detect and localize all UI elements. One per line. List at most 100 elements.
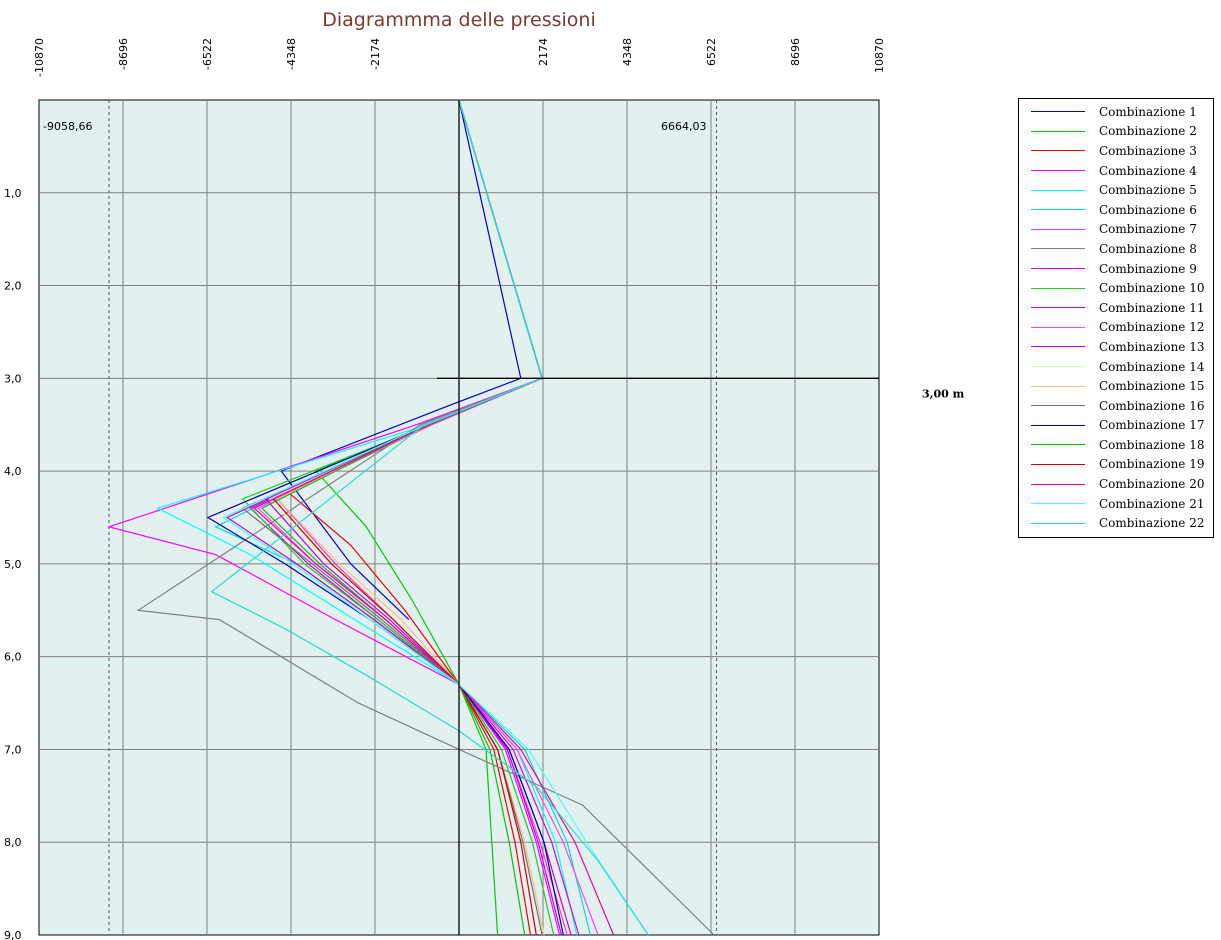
y-tick-label: 7,0 <box>4 743 22 756</box>
legend-swatch <box>1031 366 1085 368</box>
legend-label: Combinazione 20 <box>1099 477 1205 492</box>
x-tick-label: 10870 <box>873 38 886 73</box>
x-tick-label: -8696 <box>117 38 130 70</box>
legend-swatch <box>1031 307 1085 309</box>
y-tick-label: 8,0 <box>4 836 22 849</box>
legend-label: Combinazione 3 <box>1099 143 1197 158</box>
max-value-label: 6664,03 <box>661 120 707 133</box>
legend-label: Combinazione 22 <box>1099 516 1205 531</box>
legend-swatch <box>1031 424 1085 426</box>
series-line-22 <box>210 99 649 936</box>
legend-swatch <box>1031 503 1085 505</box>
legend-swatch <box>1031 268 1085 270</box>
legend-label: Combinazione 7 <box>1099 222 1197 237</box>
legend-swatch <box>1031 346 1085 348</box>
legend-item: Combinazione 7 <box>1019 220 1213 240</box>
legend-label: Combinazione 8 <box>1099 241 1197 256</box>
x-tick-label: 4348 <box>621 38 634 66</box>
legend-swatch <box>1031 248 1085 250</box>
legend-item: Combinazione 21 <box>1019 494 1213 514</box>
legend-label: Combinazione 4 <box>1099 163 1197 178</box>
level-label: 3,00 m <box>922 387 965 400</box>
legend-item: Combinazione 20 <box>1019 474 1213 494</box>
x-tick-label: -2174 <box>369 38 382 70</box>
legend-swatch <box>1031 326 1085 328</box>
y-tick-label: 4,0 <box>4 465 22 478</box>
series-line-1 <box>280 99 522 621</box>
legend-label: Combinazione 17 <box>1099 418 1205 433</box>
legend-swatch <box>1031 150 1085 152</box>
legend-swatch <box>1031 189 1085 191</box>
y-tick-label: 2,0 <box>4 280 22 293</box>
legend-swatch <box>1031 170 1085 172</box>
legend-swatch <box>1031 287 1085 289</box>
legend-label: Combinazione 6 <box>1099 202 1197 217</box>
legend-item: Combinazione 17 <box>1019 416 1213 436</box>
series-line-4 <box>106 99 561 936</box>
legend-item: Combinazione 5 <box>1019 180 1213 200</box>
x-axis-tick-labels: -10870 -8696 -6522 -4348 -2174 2174 4348 6522 86… <box>33 38 886 77</box>
legend-item: Combinazione 10 <box>1019 278 1213 298</box>
legend-item: Combinazione 9 <box>1019 259 1213 279</box>
legend-label: Combinazione 10 <box>1099 281 1205 296</box>
y-tick-label: 1,0 <box>4 187 22 200</box>
legend-item: Combinazione 8 <box>1019 239 1213 259</box>
series-lines <box>106 99 715 936</box>
x-tick-label: 6522 <box>705 38 718 66</box>
y-tick-label: 3,0 <box>4 372 22 385</box>
legend-item: Combinazione 13 <box>1019 337 1213 357</box>
legend: Combinazione 1 Combinazione 2 Combinazione… <box>1018 98 1214 539</box>
legend-swatch <box>1031 228 1085 230</box>
legend-swatch <box>1031 483 1085 485</box>
legend-swatch <box>1031 385 1085 387</box>
legend-swatch <box>1031 405 1085 407</box>
y-axis-tick-labels: 1,0 2,0 3,0 4,0 5,0 6,0 7,0 8,0 9,0 <box>4 187 22 940</box>
reference-axes <box>437 100 879 935</box>
legend-swatch <box>1031 209 1085 211</box>
legend-label: Combinazione 13 <box>1099 339 1205 354</box>
legend-item: Combinazione 14 <box>1019 357 1213 377</box>
legend-item: Combinazione 16 <box>1019 396 1213 416</box>
legend-swatch <box>1031 444 1085 446</box>
legend-label: Combinazione 2 <box>1099 124 1197 139</box>
x-tick-label: 2174 <box>537 38 550 66</box>
legend-label: Combinazione 5 <box>1099 183 1197 198</box>
legend-item: Combinazione 4 <box>1019 161 1213 181</box>
legend-item: Combinazione 18 <box>1019 435 1213 455</box>
legend-label: Combinazione 19 <box>1099 457 1205 472</box>
legend-swatch <box>1031 522 1085 524</box>
legend-item: Combinazione 15 <box>1019 376 1213 396</box>
legend-item: Combinazione 2 <box>1019 122 1213 142</box>
legend-item: Combinazione 12 <box>1019 318 1213 338</box>
legend-item: Combinazione 22 <box>1019 513 1213 533</box>
legend-item: Combinazione 19 <box>1019 455 1213 475</box>
legend-label: Combinazione 11 <box>1099 300 1205 315</box>
y-tick-label: 5,0 <box>4 558 22 571</box>
legend-item: Combinazione 1 <box>1019 102 1213 122</box>
extreme-value-lines <box>108 100 717 935</box>
legend-label: Combinazione 15 <box>1099 379 1205 394</box>
x-tick-label: -6522 <box>201 38 214 70</box>
chart-title: Diagrammma delle pressioni <box>322 9 595 31</box>
legend-item: Combinazione 3 <box>1019 141 1213 161</box>
legend-label: Combinazione 21 <box>1099 496 1205 511</box>
legend-item: Combinazione 6 <box>1019 200 1213 220</box>
legend-swatch <box>1031 463 1085 465</box>
x-tick-label: -4348 <box>285 38 298 70</box>
legend-swatch <box>1031 130 1085 132</box>
legend-item: Combinazione 11 <box>1019 298 1213 318</box>
legend-label: Combinazione 16 <box>1099 398 1205 413</box>
min-value-label: -9058,66 <box>43 120 92 133</box>
legend-label: Combinazione 14 <box>1099 359 1205 374</box>
legend-label: Combinazione 9 <box>1099 261 1197 276</box>
y-tick-label: 6,0 <box>4 651 22 664</box>
legend-label: Combinazione 1 <box>1099 104 1197 119</box>
grid-lines <box>39 100 879 935</box>
y-tick-label: 9,0 <box>4 929 22 940</box>
legend-label: Combinazione 18 <box>1099 437 1205 452</box>
legend-label: Combinazione 12 <box>1099 320 1205 335</box>
x-tick-label: 8696 <box>789 38 802 66</box>
legend-swatch <box>1031 111 1085 113</box>
x-tick-label: -10870 <box>33 38 46 77</box>
